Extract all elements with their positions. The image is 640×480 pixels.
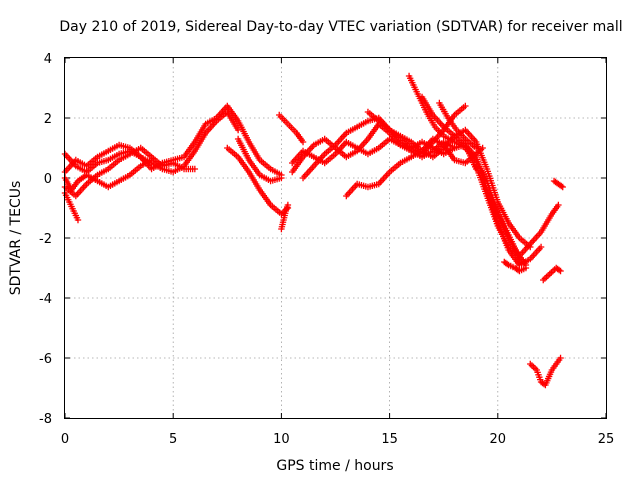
data-point — [537, 243, 545, 251]
data-point — [555, 201, 562, 209]
data-point — [516, 258, 523, 266]
x-tick-labels: 0 5 10 15 20 25 — [61, 432, 614, 447]
y-tick-label: 2 — [44, 112, 52, 127]
data-point — [555, 266, 563, 274]
data-point — [299, 138, 307, 146]
series-track-22 — [527, 354, 564, 389]
data-point — [284, 201, 292, 209]
y-tick-label: -2 — [39, 232, 52, 247]
series-track-23 — [550, 177, 566, 191]
y-tick-label: 0 — [44, 172, 52, 187]
series-track-6 — [224, 144, 292, 218]
data-point — [234, 126, 242, 134]
data-point — [191, 165, 199, 173]
series-track-7 — [234, 135, 285, 185]
data-point — [479, 144, 486, 152]
data-point — [462, 102, 469, 110]
data-point — [451, 144, 458, 152]
x-tick-label: 15 — [381, 432, 398, 447]
data-point — [74, 216, 82, 224]
series-track-17 — [436, 99, 480, 152]
data-point — [558, 182, 565, 190]
series-track-19 — [483, 186, 523, 266]
series-track-20 — [501, 258, 530, 275]
chart-title: Day 210 of 2019, Sidereal Day-to-day VTE… — [59, 19, 622, 35]
x-tick-label: 0 — [61, 432, 69, 447]
data-point — [557, 354, 564, 362]
y-tick-label: -8 — [39, 412, 52, 427]
y-tick-label: 4 — [44, 52, 52, 67]
series-track-3 — [61, 144, 199, 200]
gridlines — [65, 58, 606, 418]
x-tick-label: 5 — [169, 432, 177, 447]
data-point — [148, 156, 155, 164]
data-point — [472, 144, 480, 152]
data-point — [503, 260, 511, 268]
series-track-4 — [61, 156, 155, 194]
y-tick-label: -6 — [39, 352, 52, 367]
x-tick-label: 25 — [598, 432, 615, 447]
axis-ticks — [64, 57, 607, 419]
data-point — [557, 267, 564, 275]
series-track-21 — [540, 264, 564, 284]
y-tick-label: -4 — [39, 292, 52, 307]
x-tick-label: 20 — [490, 432, 507, 447]
plot-frame — [64, 57, 607, 419]
y-tick-labels: -8 -6 -4 -2 0 2 4 — [39, 52, 52, 427]
data-point — [278, 174, 285, 182]
x-axis-label: GPS time / hours — [276, 458, 393, 474]
series-track-2 — [61, 108, 242, 176]
x-tick-label: 10 — [273, 432, 290, 447]
series-track-8 — [278, 201, 292, 233]
series-track-9 — [276, 111, 307, 146]
y-axis-label: SDTVAR / TECUs — [8, 181, 24, 296]
data-points — [61, 72, 566, 389]
data-point — [559, 183, 566, 191]
data-point — [522, 264, 530, 272]
